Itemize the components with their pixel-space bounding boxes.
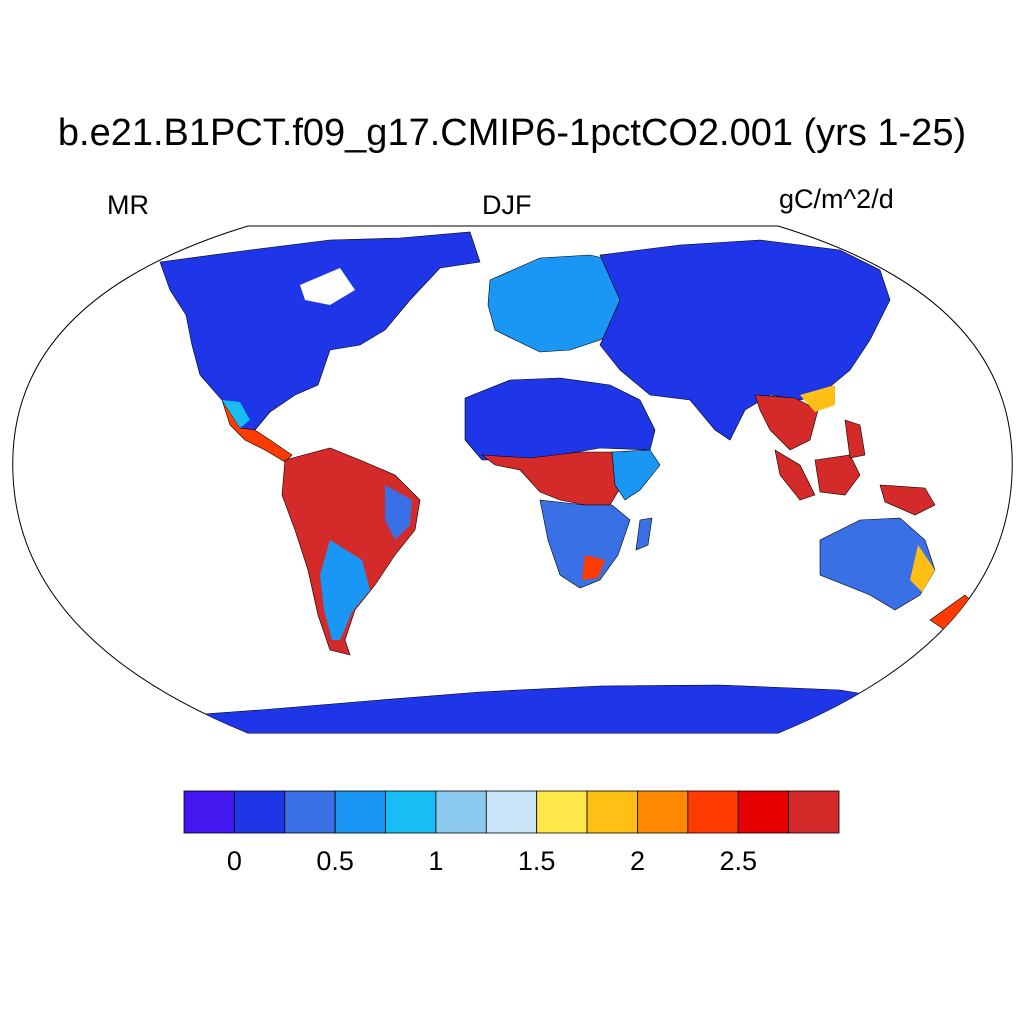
colorbar-box: [385, 790, 437, 834]
central-america-land: [221, 399, 293, 463]
colorbar-box: [284, 790, 336, 834]
china-east-land: [800, 385, 835, 412]
units-label: gC/m^2/d: [779, 184, 894, 214]
colorbar-tick-label: 1: [428, 846, 443, 876]
madagascar-land: [635, 517, 653, 551]
south-america-south: [320, 540, 370, 640]
colorbar-tick-label: 0: [227, 846, 242, 876]
colorbar-box: [233, 790, 286, 834]
colorbar-box: [536, 790, 588, 834]
colorbar-box: [586, 790, 638, 834]
southeast-asia-land: [754, 394, 819, 451]
east-africa-land: [611, 449, 661, 501]
colorbar-box: [637, 790, 689, 834]
europe-land: [487, 254, 641, 353]
africa-south-land: [539, 499, 631, 589]
colorbar-tick-label: 0.5: [316, 846, 354, 876]
australia-east-coast: [910, 545, 935, 592]
north-america-land: [159, 231, 481, 431]
colorbar-box: [485, 790, 538, 834]
map-title: b.e21.B1PCT.f09_g17.CMIP6-1pctCO2.001 (y…: [57, 112, 967, 154]
colorbar-box: [183, 790, 235, 834]
colorbar-box: [435, 790, 487, 834]
colorbar-box: [334, 790, 386, 834]
new-guinea-land: [879, 484, 936, 516]
philippines-land: [844, 419, 866, 459]
season-label: DJF: [482, 190, 532, 220]
colorbar-tick-label: 1.5: [518, 846, 556, 876]
borneo-land: [814, 454, 861, 496]
colorbar-box: [687, 790, 739, 834]
left-label: MR: [107, 190, 149, 220]
greenland-gap: [300, 268, 355, 305]
australia-land: [819, 517, 936, 611]
colorbar-box: [788, 790, 840, 834]
brazil-east: [385, 485, 412, 540]
southeast-africa-red: [582, 555, 605, 580]
colorbar-tick-label: 2.5: [719, 846, 757, 876]
antarctica-land: [12, 684, 1013, 733]
mexico-land: [222, 400, 250, 428]
sumatra-land: [774, 449, 816, 501]
colorbar-box: [737, 790, 790, 834]
colorbar-tick-label: 2: [630, 846, 645, 876]
